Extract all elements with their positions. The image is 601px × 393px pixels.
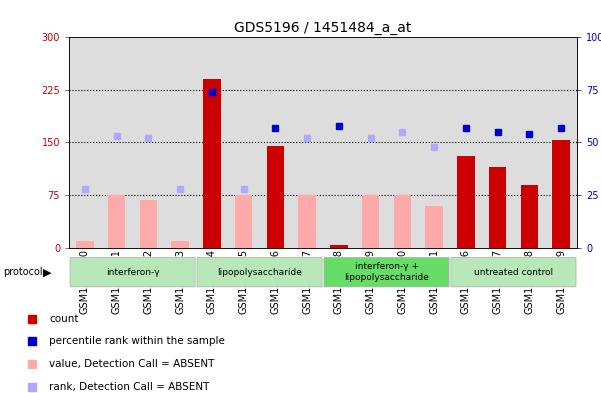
Bar [69, 37, 101, 248]
Bar [299, 195, 316, 248]
Bar [323, 37, 355, 248]
Bar [552, 140, 570, 248]
Text: value, Detection Call = ABSENT: value, Detection Call = ABSENT [49, 359, 215, 369]
FancyBboxPatch shape [324, 257, 449, 287]
Bar [76, 241, 94, 248]
Bar [457, 156, 475, 248]
FancyBboxPatch shape [197, 257, 322, 287]
Text: ▶: ▶ [43, 267, 52, 277]
Bar [426, 206, 443, 248]
Bar [228, 37, 260, 248]
Bar [260, 37, 291, 248]
FancyBboxPatch shape [70, 257, 195, 287]
Text: protocol: protocol [3, 267, 43, 277]
Bar [133, 37, 164, 248]
Bar [235, 195, 252, 248]
Text: untreated control: untreated control [474, 268, 553, 277]
Bar [101, 37, 133, 248]
Bar [545, 37, 577, 248]
Bar [362, 195, 379, 248]
Title: GDS5196 / 1451484_a_at: GDS5196 / 1451484_a_at [234, 21, 412, 35]
Bar [164, 37, 196, 248]
Text: interferon-γ +
lipopolysaccharide: interferon-γ + lipopolysaccharide [344, 263, 429, 282]
Bar [140, 200, 157, 248]
Bar [513, 37, 545, 248]
Bar [482, 37, 513, 248]
Text: count: count [49, 314, 79, 324]
Bar [355, 37, 386, 248]
Bar [386, 37, 418, 248]
Text: lipopolysaccharide: lipopolysaccharide [217, 268, 302, 277]
Text: percentile rank within the sample: percentile rank within the sample [49, 336, 225, 347]
Bar [203, 79, 221, 248]
Bar [291, 37, 323, 248]
Bar [394, 195, 411, 248]
Bar [489, 167, 506, 248]
Bar [520, 184, 538, 248]
Bar [108, 195, 126, 248]
Text: rank, Detection Call = ABSENT: rank, Detection Call = ABSENT [49, 382, 210, 392]
FancyBboxPatch shape [451, 257, 576, 287]
Bar [330, 246, 347, 248]
Bar [267, 146, 284, 248]
Bar [418, 37, 450, 248]
Bar [196, 37, 228, 248]
Bar [171, 241, 189, 248]
Text: interferon-γ: interferon-γ [106, 268, 159, 277]
Bar [450, 37, 482, 248]
